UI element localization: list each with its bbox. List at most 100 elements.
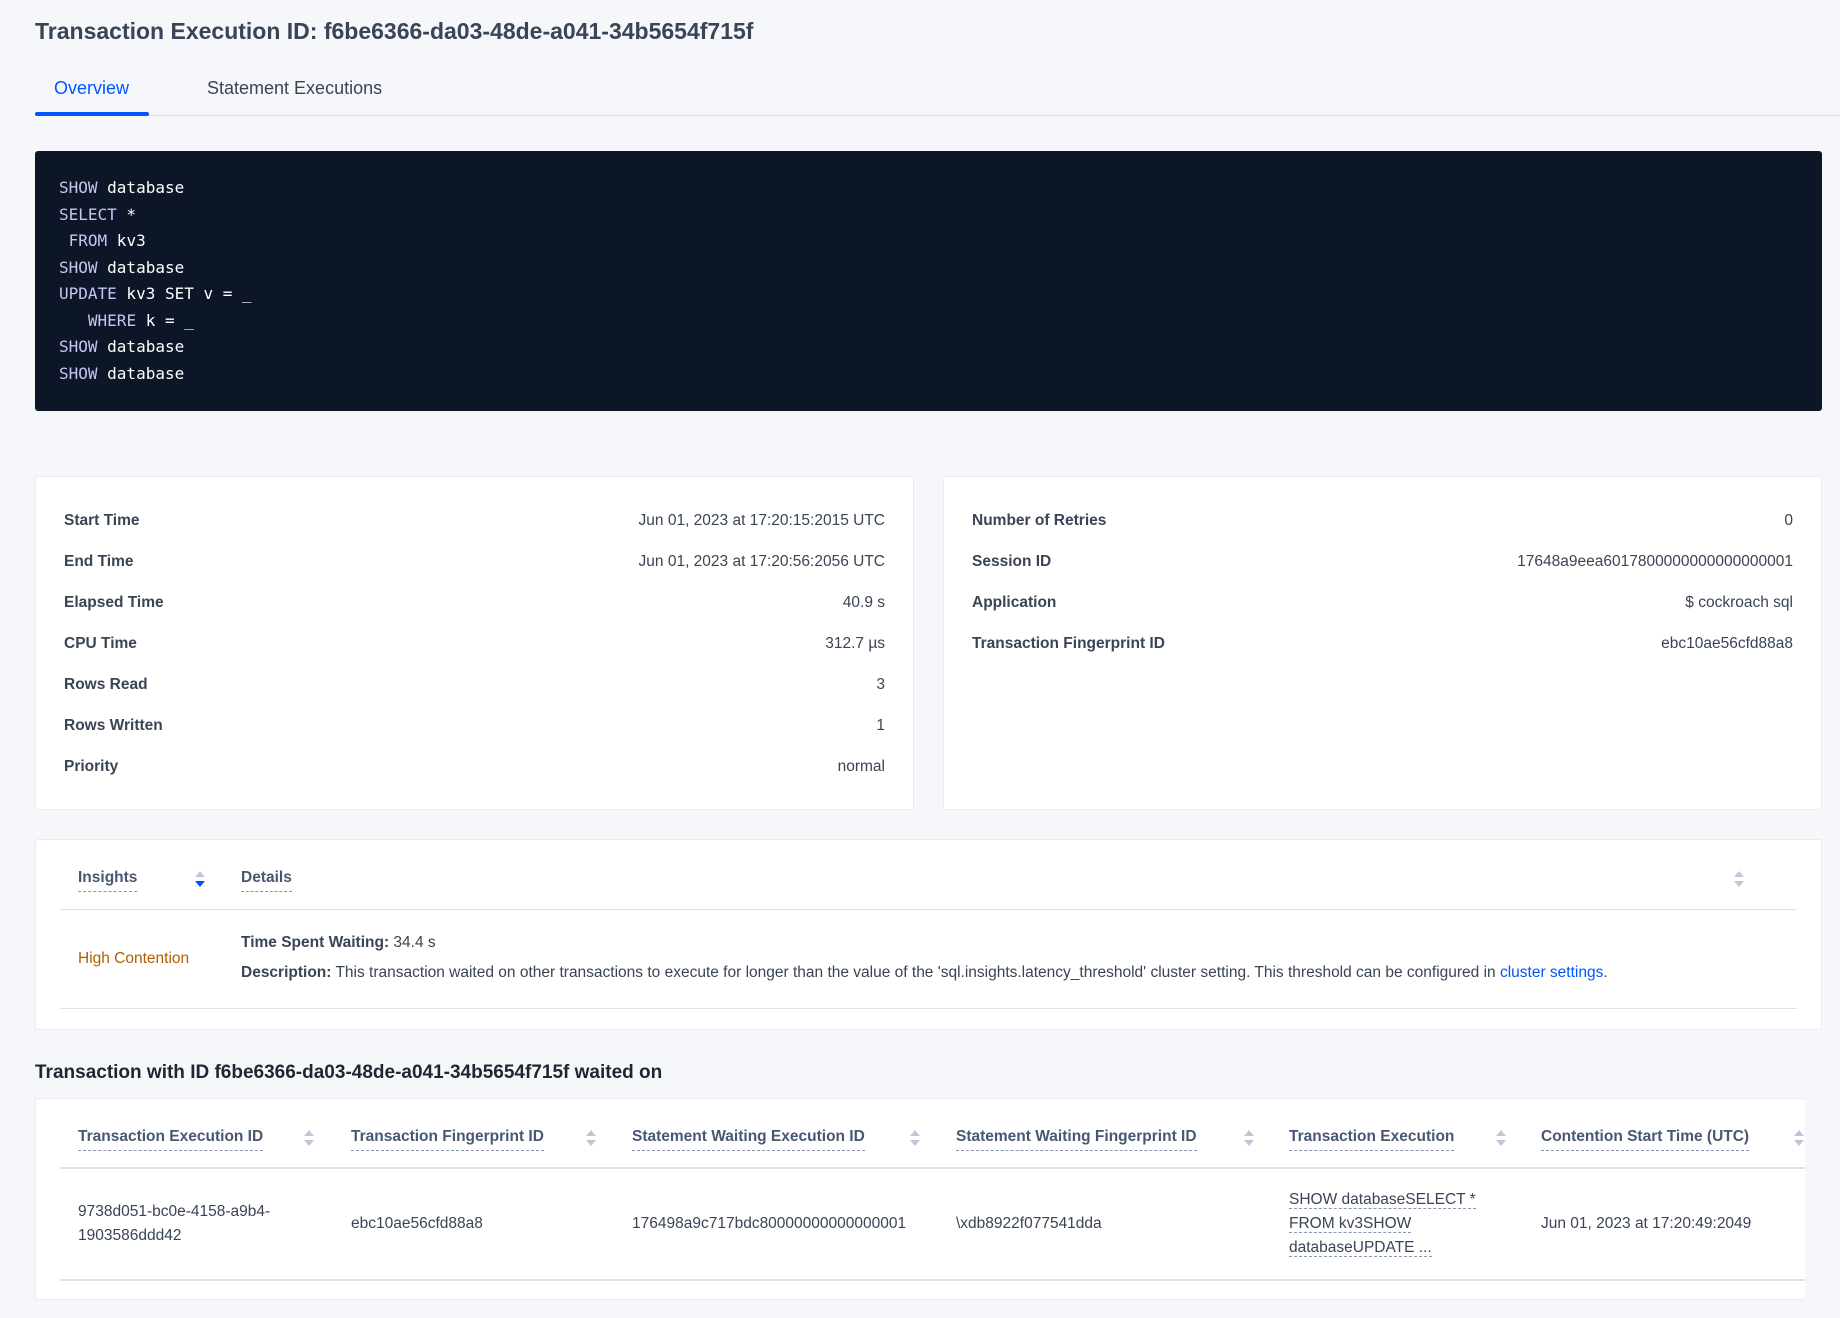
time-value: 34.4 s [389,934,436,951]
sql-keyword: WHERE [87,310,137,330]
details-header[interactable]: Details [241,869,292,892]
description-label: Description: [241,964,332,981]
detail-row: Start Time Jun 01, 2023 at 17:20:15:2015 … [64,512,885,532]
sort-icon[interactable] [1734,871,1744,887]
time-spent-waiting: Time Spent Waiting: 34.4 s [241,931,436,955]
sql-text: database [97,363,185,383]
detail-label: CPU Time [64,635,137,652]
detail-label: Application [972,594,1057,611]
detail-label: Transaction Fingerprint ID [972,635,1165,652]
page-title: Transaction Execution ID: f6be6366-da03-… [35,18,754,44]
sort-icon[interactable] [586,1130,596,1146]
sql-text: kv3 [107,231,146,250]
sql-text: database [97,257,185,277]
cell-text: 1903586ddd42 [78,1227,182,1244]
detail-label: Rows Read [64,676,148,693]
sort-icon[interactable] [304,1130,314,1146]
fingerprint-link[interactable]: ebc10ae56cfd88a8 [1661,635,1793,652]
cell-transaction-execution[interactable]: SHOW databaseSELECT * FROM kv3SHOW datab… [1289,1188,1476,1260]
detail-value: 1 [876,717,885,734]
tab-statement-executions[interactable]: Statement Executions [207,78,383,98]
sql-line: FROM kv3 [59,228,1798,255]
detail-label: Priority [64,758,119,775]
detail-label: Session ID [972,553,1052,570]
description-text: This transaction waited on other transac… [331,964,1500,981]
detail-value: 0 [1784,512,1793,529]
sql-line: UPDATE kv3 SET v = _ [59,281,1798,308]
cell-contention-start-time: Jun 01, 2023 at 17:20:49:2049 [1541,1215,1752,1232]
detail-value: Jun 01, 2023 at 17:20:56:2056 UTC [638,553,885,570]
detail-value: 3 [876,676,885,693]
description-end: . [1603,964,1608,981]
cell-statement-waiting-fingerprint-id: \xdb8922f077541dda [956,1215,1102,1232]
sql-text: database [97,337,185,356]
detail-row: CPU Time 312.7 µs [64,635,885,655]
detail-value: $ cockroach sql [1685,594,1793,611]
sql-text: k = _ [136,310,194,330]
sql-keyword: SHOW [59,363,98,383]
detail-label: End Time [64,553,134,570]
sql-code-block: SHOW database SELECT * FROM kv3 SHOW datab… [35,151,1822,411]
sql-keyword: UPDATE [59,284,117,303]
cell-transaction-execution-id[interactable]: 9738d051-bc0e-4158-a9b4- 1903586ddd42 [78,1200,270,1248]
cluster-settings-link[interactable]: cluster settings [1499,964,1604,981]
sql-keyword: SHOW [59,178,98,197]
insight-description: Description: This transaction waited on … [241,961,1608,985]
detail-row: Elapsed Time 40.9 s [64,594,885,614]
sort-icon[interactable] [1794,1130,1804,1146]
sql-keyword: SHOW [59,337,98,356]
sort-icon[interactable] [195,871,205,887]
sort-icon[interactable] [1496,1130,1506,1146]
cell-transaction-fingerprint-id[interactable]: ebc10ae56cfd88a8 [351,1215,483,1232]
divider [60,1279,1805,1281]
sql-line: SHOW database [59,334,1798,361]
detail-row: Session ID 17648a9eea60178000000000000000… [972,553,1793,573]
divider [60,1008,1797,1009]
sql-indent [59,231,69,250]
col-transaction-execution[interactable]: Transaction Execution [1289,1128,1455,1151]
detail-value: 312.7 µs [825,635,885,652]
waited-on-heading: Transaction with ID f6be6366-da03-48de-a… [35,1062,663,1083]
col-contention-start-time[interactable]: Contention Start Time (UTC) [1541,1128,1750,1151]
insights-card: Insights Details High Contention Time Sp… [35,839,1822,1030]
col-transaction-execution-id[interactable]: Transaction Execution ID [78,1128,264,1151]
sql-line: SHOW database [59,361,1798,388]
sort-icon[interactable] [910,1130,920,1146]
detail-row: Number of Retries 0 [972,512,1793,532]
detail-row: Rows Written 1 [64,717,885,737]
tab-overview[interactable]: Overview [54,78,130,98]
sql-line: SHOW database [59,175,1798,202]
sql-indent [59,311,88,330]
col-statement-waiting-fingerprint-id[interactable]: Statement Waiting Fingerprint ID [956,1128,1197,1151]
cell-text: 9738d051-bc0e-4158-a9b4- [78,1203,271,1220]
detail-label: Elapsed Time [64,594,164,611]
waited-on-table: Transaction Execution ID Transaction Fin… [35,1098,1805,1300]
tab-bar: Overview Statement Executions [35,72,1840,116]
transaction-session-card: Number of Retries 0 Session ID 17648a9eea60… [943,476,1822,810]
sql-keyword: SHOW [59,257,98,277]
active-tab-indicator [35,112,149,116]
time-label: Time Spent Waiting: [241,934,390,951]
col-statement-waiting-execution-id[interactable]: Statement Waiting Execution ID [632,1128,865,1151]
sql-line: SELECT * [59,202,1798,229]
sql-line: SHOW database [59,255,1798,282]
detail-value: 40.9 s [842,594,885,611]
sql-text: kv3 SET v = _ [116,284,252,303]
insights-header[interactable]: Insights [78,869,138,892]
insight-type: High Contention [78,950,190,967]
detail-row: End Time Jun 01, 2023 at 17:20:56:2056 UT… [64,553,885,573]
cell-text: FROM kv3SHOW [1289,1215,1412,1233]
transaction-details-card: Start Time Jun 01, 2023 at 17:20:15:2015 … [35,476,914,810]
detail-row: Rows Read 3 [64,676,885,696]
col-transaction-fingerprint-id[interactable]: Transaction Fingerprint ID [351,1128,544,1151]
detail-value: Jun 01, 2023 at 17:20:15:2015 UTC [638,512,885,529]
cell-statement-waiting-execution-id[interactable]: 176498a9c717bdc80000000000000001 [632,1215,907,1232]
divider [60,909,1797,910]
detail-label: Start Time [64,512,140,529]
divider [60,1167,1805,1169]
detail-label: Number of Retries [972,512,1107,529]
sort-icon[interactable] [1244,1130,1254,1146]
sql-text: * [116,204,137,224]
sql-text: database [97,178,185,197]
sql-keyword: SELECT [59,204,117,224]
